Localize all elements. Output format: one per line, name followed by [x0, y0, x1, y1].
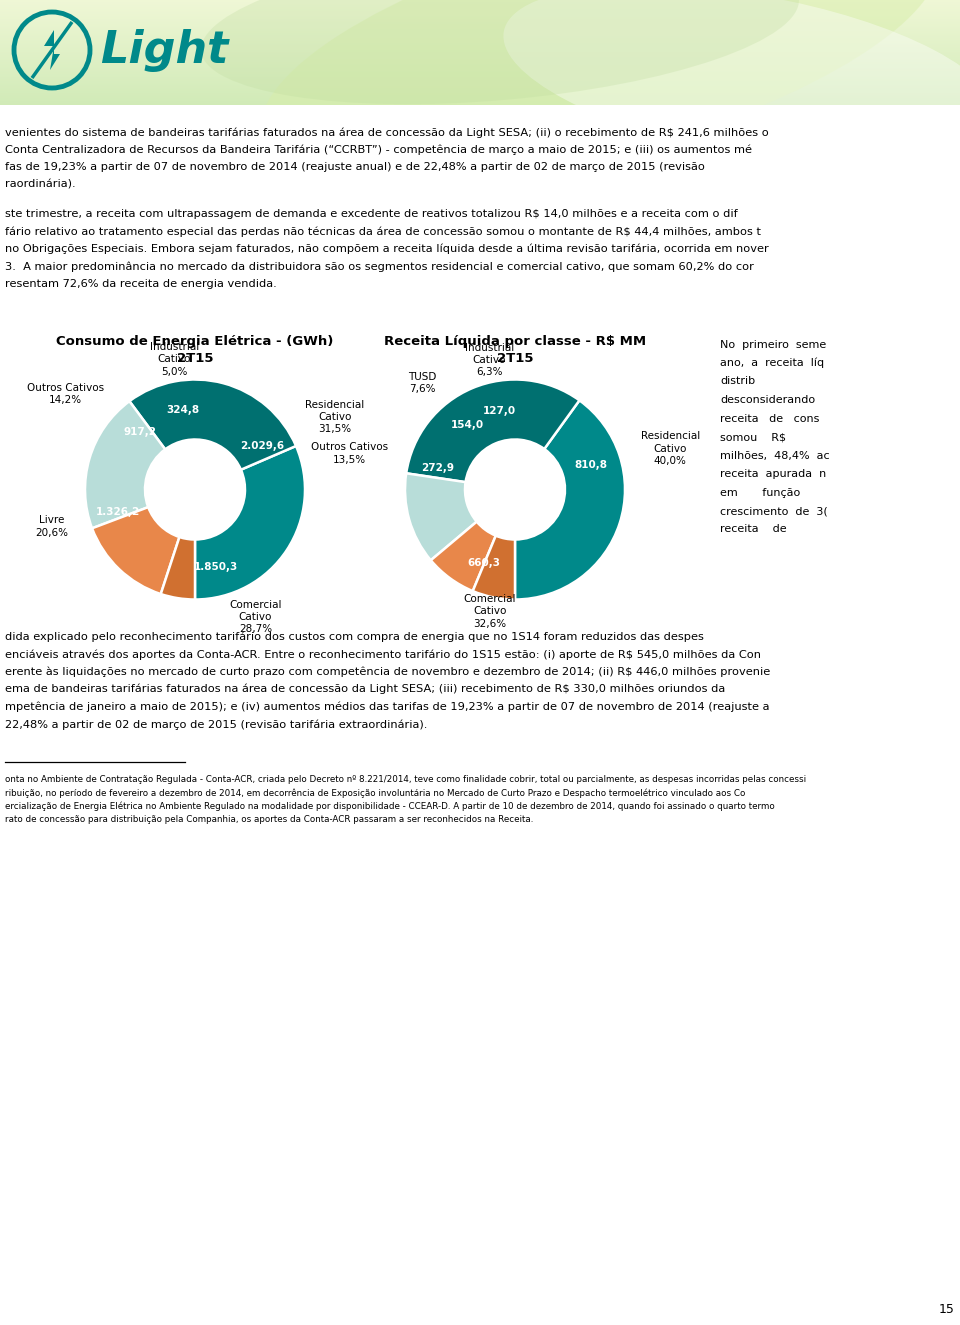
Text: desconsiderando: desconsiderando — [720, 395, 815, 405]
Text: ema de bandeiras tarifárias faturados na área de concessão da Light SESA; (iii) : ema de bandeiras tarifárias faturados na… — [5, 684, 725, 694]
Text: dida explicado pelo reconhecimento tarifário dos custos com compra de energia qu: dida explicado pelo reconhecimento tarif… — [5, 632, 704, 643]
Ellipse shape — [503, 0, 960, 164]
Text: receita    de: receita de — [720, 525, 786, 534]
Text: 810,8: 810,8 — [575, 460, 608, 470]
Text: rato de concessão para distribuição pela Companhia, os aportes da Conta-ACR pass: rato de concessão para distribuição pela… — [5, 815, 534, 824]
Text: venientes do sistema de bandeiras tarifárias faturados na área de concessão da L: venientes do sistema de bandeiras tarifá… — [5, 127, 769, 138]
Text: 3.  A maior predominância no mercado da distribuidora são os segmentos residenci: 3. A maior predominância no mercado da d… — [5, 261, 754, 272]
Text: resentam 72,6% da receita de energia vendida.: resentam 72,6% da receita de energia ven… — [5, 280, 276, 289]
Text: fário relativo ao tratamento especial das perdas não técnicas da área de concess: fário relativo ao tratamento especial da… — [5, 227, 761, 237]
Text: 272,9: 272,9 — [421, 462, 454, 473]
Text: Comercial
Cativo
28,7%: Comercial Cativo 28,7% — [229, 600, 281, 635]
Text: 1.850,3: 1.850,3 — [194, 562, 238, 572]
Text: Consumo de Energia Elétrica - (GWh): Consumo de Energia Elétrica - (GWh) — [57, 334, 334, 347]
Text: somou    R$: somou R$ — [720, 432, 786, 443]
Text: 2.029,6: 2.029,6 — [240, 440, 284, 451]
Text: fas de 19,23% a partir de 07 de novembro de 2014 (reajuste anual) e de 22,48% a : fas de 19,23% a partir de 07 de novembro… — [5, 162, 705, 172]
Text: 127,0: 127,0 — [483, 405, 516, 416]
Text: milhões,  48,4%  ac: milhões, 48,4% ac — [720, 451, 829, 461]
Text: Industrial
Cativo
5,0%: Industrial Cativo 5,0% — [150, 342, 199, 376]
Text: ercialização de Energia Elétrica no Ambiente Regulado na modalidade por disponib: ercialização de Energia Elétrica no Ambi… — [5, 802, 775, 811]
Ellipse shape — [261, 0, 939, 184]
Polygon shape — [44, 30, 60, 70]
Wedge shape — [472, 535, 515, 599]
Text: Light: Light — [100, 29, 228, 72]
Text: mpetência de janeiro a maio de 2015); e (iv) aumentos médios das tarifas de 19,2: mpetência de janeiro a maio de 2015); e … — [5, 701, 770, 712]
Text: Outros Cativos
13,5%: Outros Cativos 13,5% — [311, 443, 388, 465]
Text: receita  apurada  n: receita apurada n — [720, 469, 827, 480]
Wedge shape — [130, 379, 296, 469]
Wedge shape — [405, 473, 477, 560]
Text: 1.326,2: 1.326,2 — [96, 507, 140, 517]
Text: Outros Cativos
14,2%: Outros Cativos 14,2% — [27, 383, 104, 405]
Text: 324,8: 324,8 — [166, 405, 199, 416]
Text: Residencial
Cativo
40,0%: Residencial Cativo 40,0% — [640, 432, 700, 466]
Text: 917,2: 917,2 — [123, 427, 156, 437]
Text: 15: 15 — [939, 1302, 955, 1316]
Text: Receita Líquida por classe - R$ MM: Receita Líquida por classe - R$ MM — [384, 334, 646, 347]
Text: onta no Ambiente de Contratação Regulada - Conta-ACR, criada pelo Decreto nº 8.2: onta no Ambiente de Contratação Regulada… — [5, 775, 806, 784]
Text: crescimento  de  3(: crescimento de 3( — [720, 506, 828, 515]
Wedge shape — [160, 537, 195, 599]
Text: receita   de   cons: receita de cons — [720, 413, 820, 424]
Wedge shape — [406, 379, 580, 482]
Text: Conta Centralizadora de Recursos da Bandeira Tarifária (“CCRBT”) - competência d: Conta Centralizadora de Recursos da Band… — [5, 144, 752, 155]
Text: enciáveis através dos aportes da Conta-ACR. Entre o reconhecimento tarifário do : enciáveis através dos aportes da Conta-A… — [5, 649, 761, 660]
Text: ste trimestre, a receita com ultrapassagem de demanda e excedente de reativos to: ste trimestre, a receita com ultrapassag… — [5, 209, 737, 219]
Text: Livre
20,6%: Livre 20,6% — [36, 515, 68, 538]
Text: 2T15: 2T15 — [177, 351, 213, 364]
Text: em       função: em função — [720, 488, 801, 497]
Text: no Obrigações Especiais. Embora sejam faturados, não compõem a receita líquida d: no Obrigações Especiais. Embora sejam fa… — [5, 244, 769, 254]
Wedge shape — [515, 400, 625, 599]
Text: erente às liquidações no mercado de curto prazo com competência de novembro e de: erente às liquidações no mercado de curt… — [5, 666, 770, 677]
Text: No  primeiro  seme: No primeiro seme — [720, 339, 827, 350]
Text: 2T15: 2T15 — [496, 351, 533, 364]
Wedge shape — [431, 522, 495, 591]
Text: 660,3: 660,3 — [468, 558, 500, 568]
Text: TUSD
7,6%: TUSD 7,6% — [409, 372, 437, 395]
Ellipse shape — [201, 0, 799, 105]
Text: distrib: distrib — [720, 376, 756, 387]
Text: ribuição, no período de fevereiro a dezembro de 2014, em decorrência de Exposiçã: ribuição, no período de fevereiro a deze… — [5, 788, 745, 798]
Text: Comercial
Cativo
32,6%: Comercial Cativo 32,6% — [464, 594, 516, 628]
Wedge shape — [85, 401, 165, 529]
Text: 22,48% a partir de 02 de março de 2015 (revisão tarifária extraordinária).: 22,48% a partir de 02 de março de 2015 (… — [5, 719, 427, 730]
Text: Industrial
Cativo
6,3%: Industrial Cativo 6,3% — [465, 343, 514, 378]
Text: ano,  a  receita  líq: ano, a receita líq — [720, 358, 824, 368]
Text: 154,0: 154,0 — [451, 420, 484, 431]
Wedge shape — [195, 447, 305, 599]
Text: raordinária).: raordinária). — [5, 179, 76, 189]
Text: Residencial
Cativo
31,5%: Residencial Cativo 31,5% — [305, 400, 365, 435]
Wedge shape — [92, 507, 180, 594]
